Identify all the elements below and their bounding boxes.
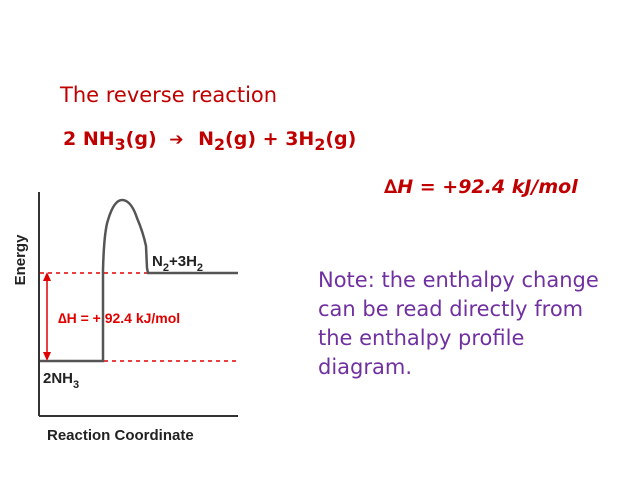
x-axis-label: Reaction Coordinate [47,427,194,444]
reaction-equation: 2 NH3(g) ➔ N2(g) + 3H2(g) [63,128,356,154]
reactant-state: (g) [125,128,157,150]
product-2-subscript: 2 [314,134,326,154]
reactant-label: 2NH3 [43,370,79,391]
y-axis-label: Energy [12,234,29,286]
product-1-state: (g) [225,128,257,150]
delta-h-label: ∆H = + 92.4 kJ/mol [58,310,180,326]
slide-title: The reverse reaction [60,83,278,107]
reaction-arrow-icon: ➔ [169,130,184,150]
product-2: 3H [285,128,315,150]
reactant-subscript: 3 [114,134,126,154]
enthalpy-change: ∆H = +92.4 kJ/mol [384,176,578,198]
product-1-subscript: 2 [214,134,226,154]
note-text: Note: the enthalpy change can be read di… [318,268,599,379]
plus-sign: + [262,128,279,150]
reactant: 2 NH [63,128,115,150]
energy-profile-curve [40,198,238,363]
arrow-head-up-icon [43,272,51,281]
arrow-head-down-icon [43,352,51,361]
product-2-state: (g) [325,128,357,150]
product-label: N2+3H2 [152,253,203,274]
product-1: N [198,128,215,150]
